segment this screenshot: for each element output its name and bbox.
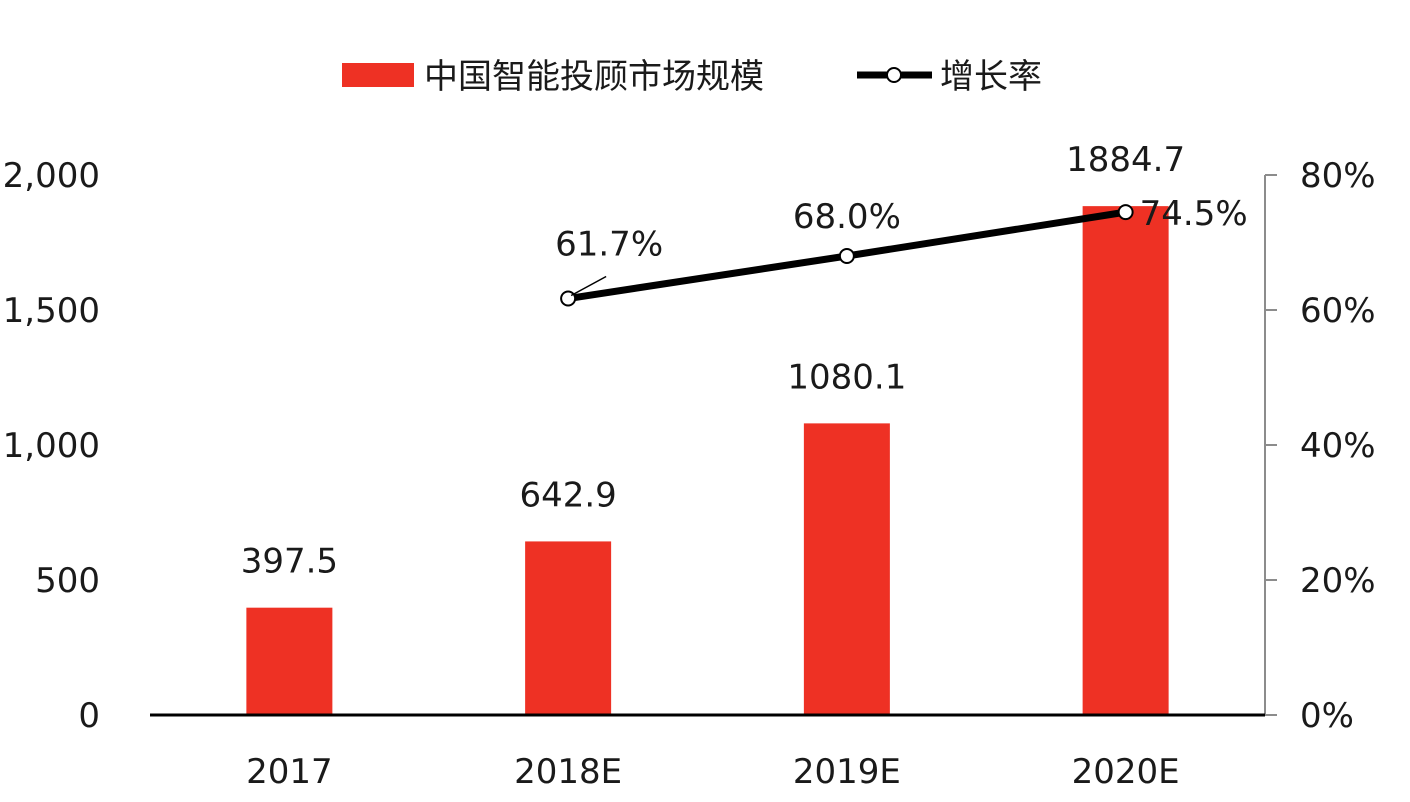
x-tick-label: 2018E — [514, 752, 622, 792]
bar — [246, 607, 333, 715]
plot-area: 0 500 1,000 1,500 2,000 0% 20% 40% 60% 80% 397.5 64… — [3, 140, 1376, 792]
legend-line-label: 增长率 — [940, 57, 1042, 97]
growth-rate-value-label: 68.0% — [793, 197, 901, 237]
y-left-tick-label: 2,000 — [3, 156, 100, 196]
bar — [1082, 206, 1169, 716]
growth-rate-value-label: 61.7% — [555, 225, 663, 265]
bar-value-label: 1080.1 — [787, 357, 906, 397]
y-left-tick-label: 0 — [78, 696, 100, 736]
bar-value-label: 1884.7 — [1066, 140, 1185, 180]
x-tick-label: 2017 — [246, 752, 333, 792]
growth-rate-leader-line — [570, 275, 607, 297]
y-right-tick-label: 40% — [1300, 426, 1376, 466]
x-tick-label: 2020E — [1072, 752, 1180, 792]
legend-bar-label: 中国智能投顾市场规模 — [424, 57, 764, 97]
x-tick-label: 2019E — [793, 752, 901, 792]
y-left-tick-label: 1,000 — [3, 426, 100, 466]
bar — [803, 423, 890, 715]
bar — [525, 541, 612, 715]
y-right-tick-label: 60% — [1300, 291, 1376, 331]
bar-value-label: 642.9 — [519, 475, 616, 515]
legend: 中国智能投顾市场规模 增长率 — [342, 57, 1042, 97]
y-right-tick-label: 20% — [1300, 561, 1376, 601]
legend-bar-swatch — [342, 63, 414, 87]
y-right-tick-label: 80% — [1300, 156, 1376, 196]
y-left-tick-label: 1,500 — [3, 291, 100, 331]
growth-rate-value-label: 74.5% — [1140, 194, 1248, 234]
y-left-tick-label: 500 — [35, 561, 100, 601]
growth-rate-marker — [1117, 204, 1134, 221]
y-right-tick-label: 0% — [1300, 696, 1354, 736]
growth-rate-marker — [838, 248, 855, 264]
growth-rate-marker — [560, 290, 577, 307]
bar-value-label: 397.5 — [241, 542, 338, 582]
legend-line-marker — [886, 67, 902, 83]
